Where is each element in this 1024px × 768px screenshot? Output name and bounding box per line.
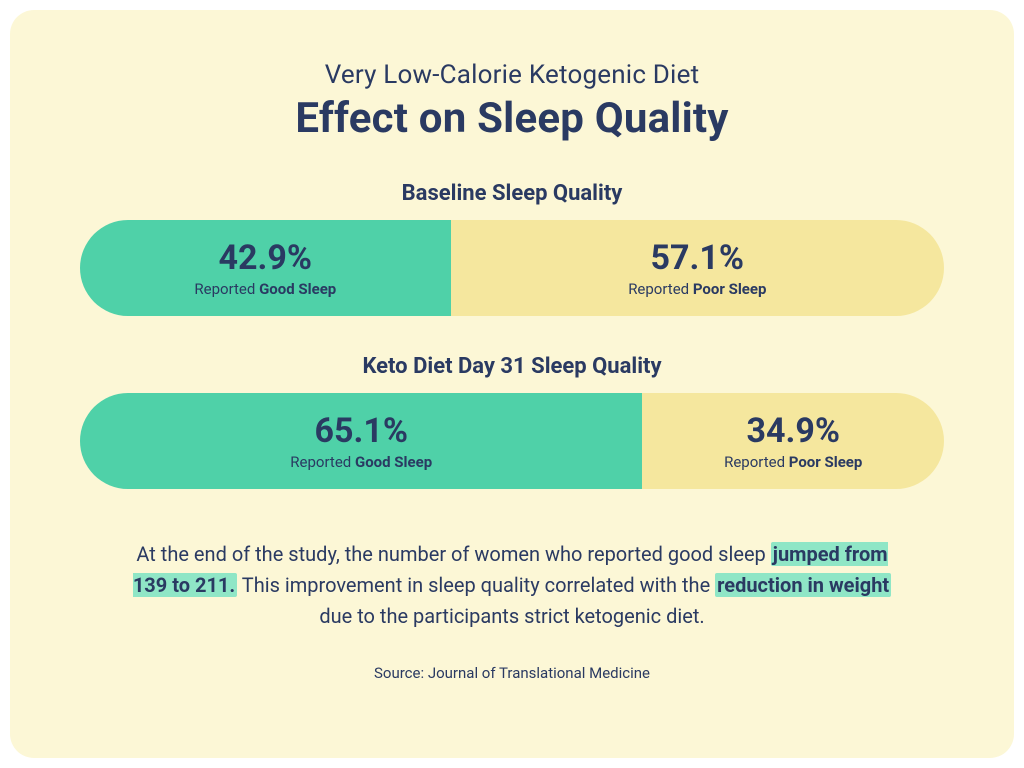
source-attribution: Source: Journal of Translational Medicin… (374, 664, 650, 682)
day31-poor-caption: Reported Poor Sleep (724, 453, 862, 471)
baseline-good-segment: 42.9% Reported Good Sleep (80, 220, 451, 316)
baseline-poor-pct: 57.1% (651, 238, 745, 278)
day31-bar: 65.1% Reported Good Sleep 34.9% Reported… (80, 393, 944, 489)
day31-good-segment: 65.1% Reported Good Sleep (80, 393, 642, 489)
baseline-poor-caption: Reported Poor Sleep (628, 280, 766, 298)
baseline-label: Baseline Sleep Quality (402, 181, 623, 206)
day31-poor-pct: 34.9% (746, 411, 840, 451)
day31-poor-segment: 34.9% Reported Poor Sleep (642, 393, 944, 489)
baseline-good-caption: Reported Good Sleep (194, 280, 336, 298)
baseline-good-pct: 42.9% (219, 238, 313, 278)
main-title: Effect on Sleep Quality (295, 94, 728, 143)
baseline-bar: 42.9% Reported Good Sleep 57.1% Reported… (80, 220, 944, 316)
day31-label: Keto Diet Day 31 Sleep Quality (362, 354, 661, 379)
day31-good-pct: 65.1% (314, 411, 408, 451)
summary-text: At the end of the study, the number of w… (122, 539, 902, 632)
subtitle: Very Low-Calorie Ketogenic Diet (325, 60, 700, 90)
baseline-poor-segment: 57.1% Reported Poor Sleep (451, 220, 944, 316)
infographic-card: Very Low-Calorie Ketogenic Diet Effect o… (10, 10, 1014, 758)
day31-good-caption: Reported Good Sleep (290, 453, 432, 471)
highlight-2: reduction in weight (715, 573, 891, 597)
